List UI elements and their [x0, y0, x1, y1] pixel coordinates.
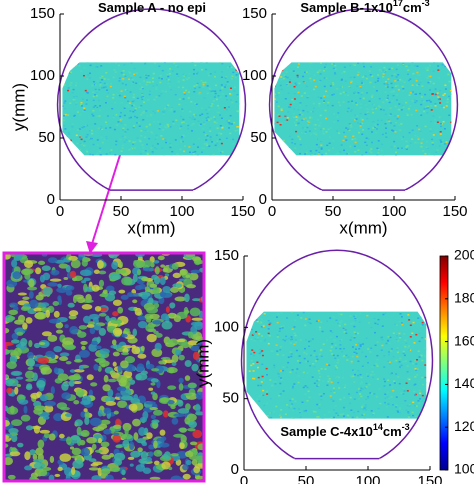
y-tick-label: 50 — [38, 129, 55, 146]
wafer-outline — [56, 8, 247, 191]
wafer-map — [62, 62, 240, 156]
x-tick-label: 100 — [355, 473, 380, 484]
wafer-map — [274, 62, 452, 156]
x-tick-label: 0 — [56, 203, 64, 220]
colorbar-tick-label: 100 — [454, 461, 474, 477]
panel-title: Sample B-1x1017cm-3 — [300, 0, 429, 15]
y-tick-label: 50 — [250, 129, 267, 146]
y-axis-label: y(mm) — [193, 339, 212, 387]
y-tick-label: 100 — [242, 67, 267, 84]
wafer-outline — [240, 249, 434, 459]
title-part: -3 — [422, 0, 430, 8]
x-axis-label: x(mm) — [339, 218, 387, 237]
title-part: 14 — [373, 422, 383, 432]
x-tick-label: 50 — [325, 203, 342, 220]
colorbar — [439, 255, 449, 471]
y-tick-label: 150 — [30, 5, 55, 22]
y-tick-label: 100 — [214, 318, 239, 335]
title-part: cm — [403, 0, 422, 15]
x-tick-label: 0 — [268, 203, 276, 220]
title-part: 17 — [393, 0, 403, 8]
y-tick-label: 0 — [231, 461, 239, 478]
wafer-map — [246, 311, 427, 419]
y-axis-label: y(mm) — [9, 83, 28, 131]
colorbar-tick-label: 140 — [454, 375, 474, 391]
colorbar-tick-label: 180 — [454, 290, 474, 306]
x-tick-label: 50 — [113, 203, 130, 220]
title-part: -3 — [402, 422, 410, 432]
x-tick-label: 50 — [298, 473, 315, 484]
x-tick-label: 150 — [230, 203, 255, 220]
x-tick-label: 150 — [442, 203, 467, 220]
y-tick-label: 100 — [30, 67, 55, 84]
colorbar-tick-label: 200 — [454, 247, 474, 263]
title-part: cm — [383, 424, 402, 439]
x-axis-label: x(mm) — [127, 218, 175, 237]
panel-title: Sample A - no epi — [98, 0, 206, 15]
title-part: Sample C-4x10 — [280, 424, 373, 439]
x-tick-label: 100 — [381, 203, 406, 220]
x-tick-label: 100 — [169, 203, 194, 220]
zoom-arrow — [86, 241, 98, 254]
x-tick-label: 0 — [240, 473, 248, 484]
y-tick-label: 0 — [47, 191, 55, 208]
x-tick-label: 150 — [417, 473, 442, 484]
wafer-outline — [268, 8, 459, 191]
title-part: Sample B-1x10 — [300, 0, 393, 15]
y-tick-label: 0 — [259, 191, 267, 208]
y-tick-label: 150 — [242, 5, 267, 22]
y-tick-label: 150 — [214, 247, 239, 264]
colorbar-tick-label: 120 — [454, 418, 474, 434]
y-tick-label: 50 — [222, 390, 239, 407]
colorbar-tick-label: 160 — [454, 332, 474, 348]
title-part: Sample A - no epi — [98, 0, 206, 15]
panel-title: Sample C-4x1014cm-3 — [280, 422, 409, 439]
zoom-inset — [2, 251, 206, 483]
